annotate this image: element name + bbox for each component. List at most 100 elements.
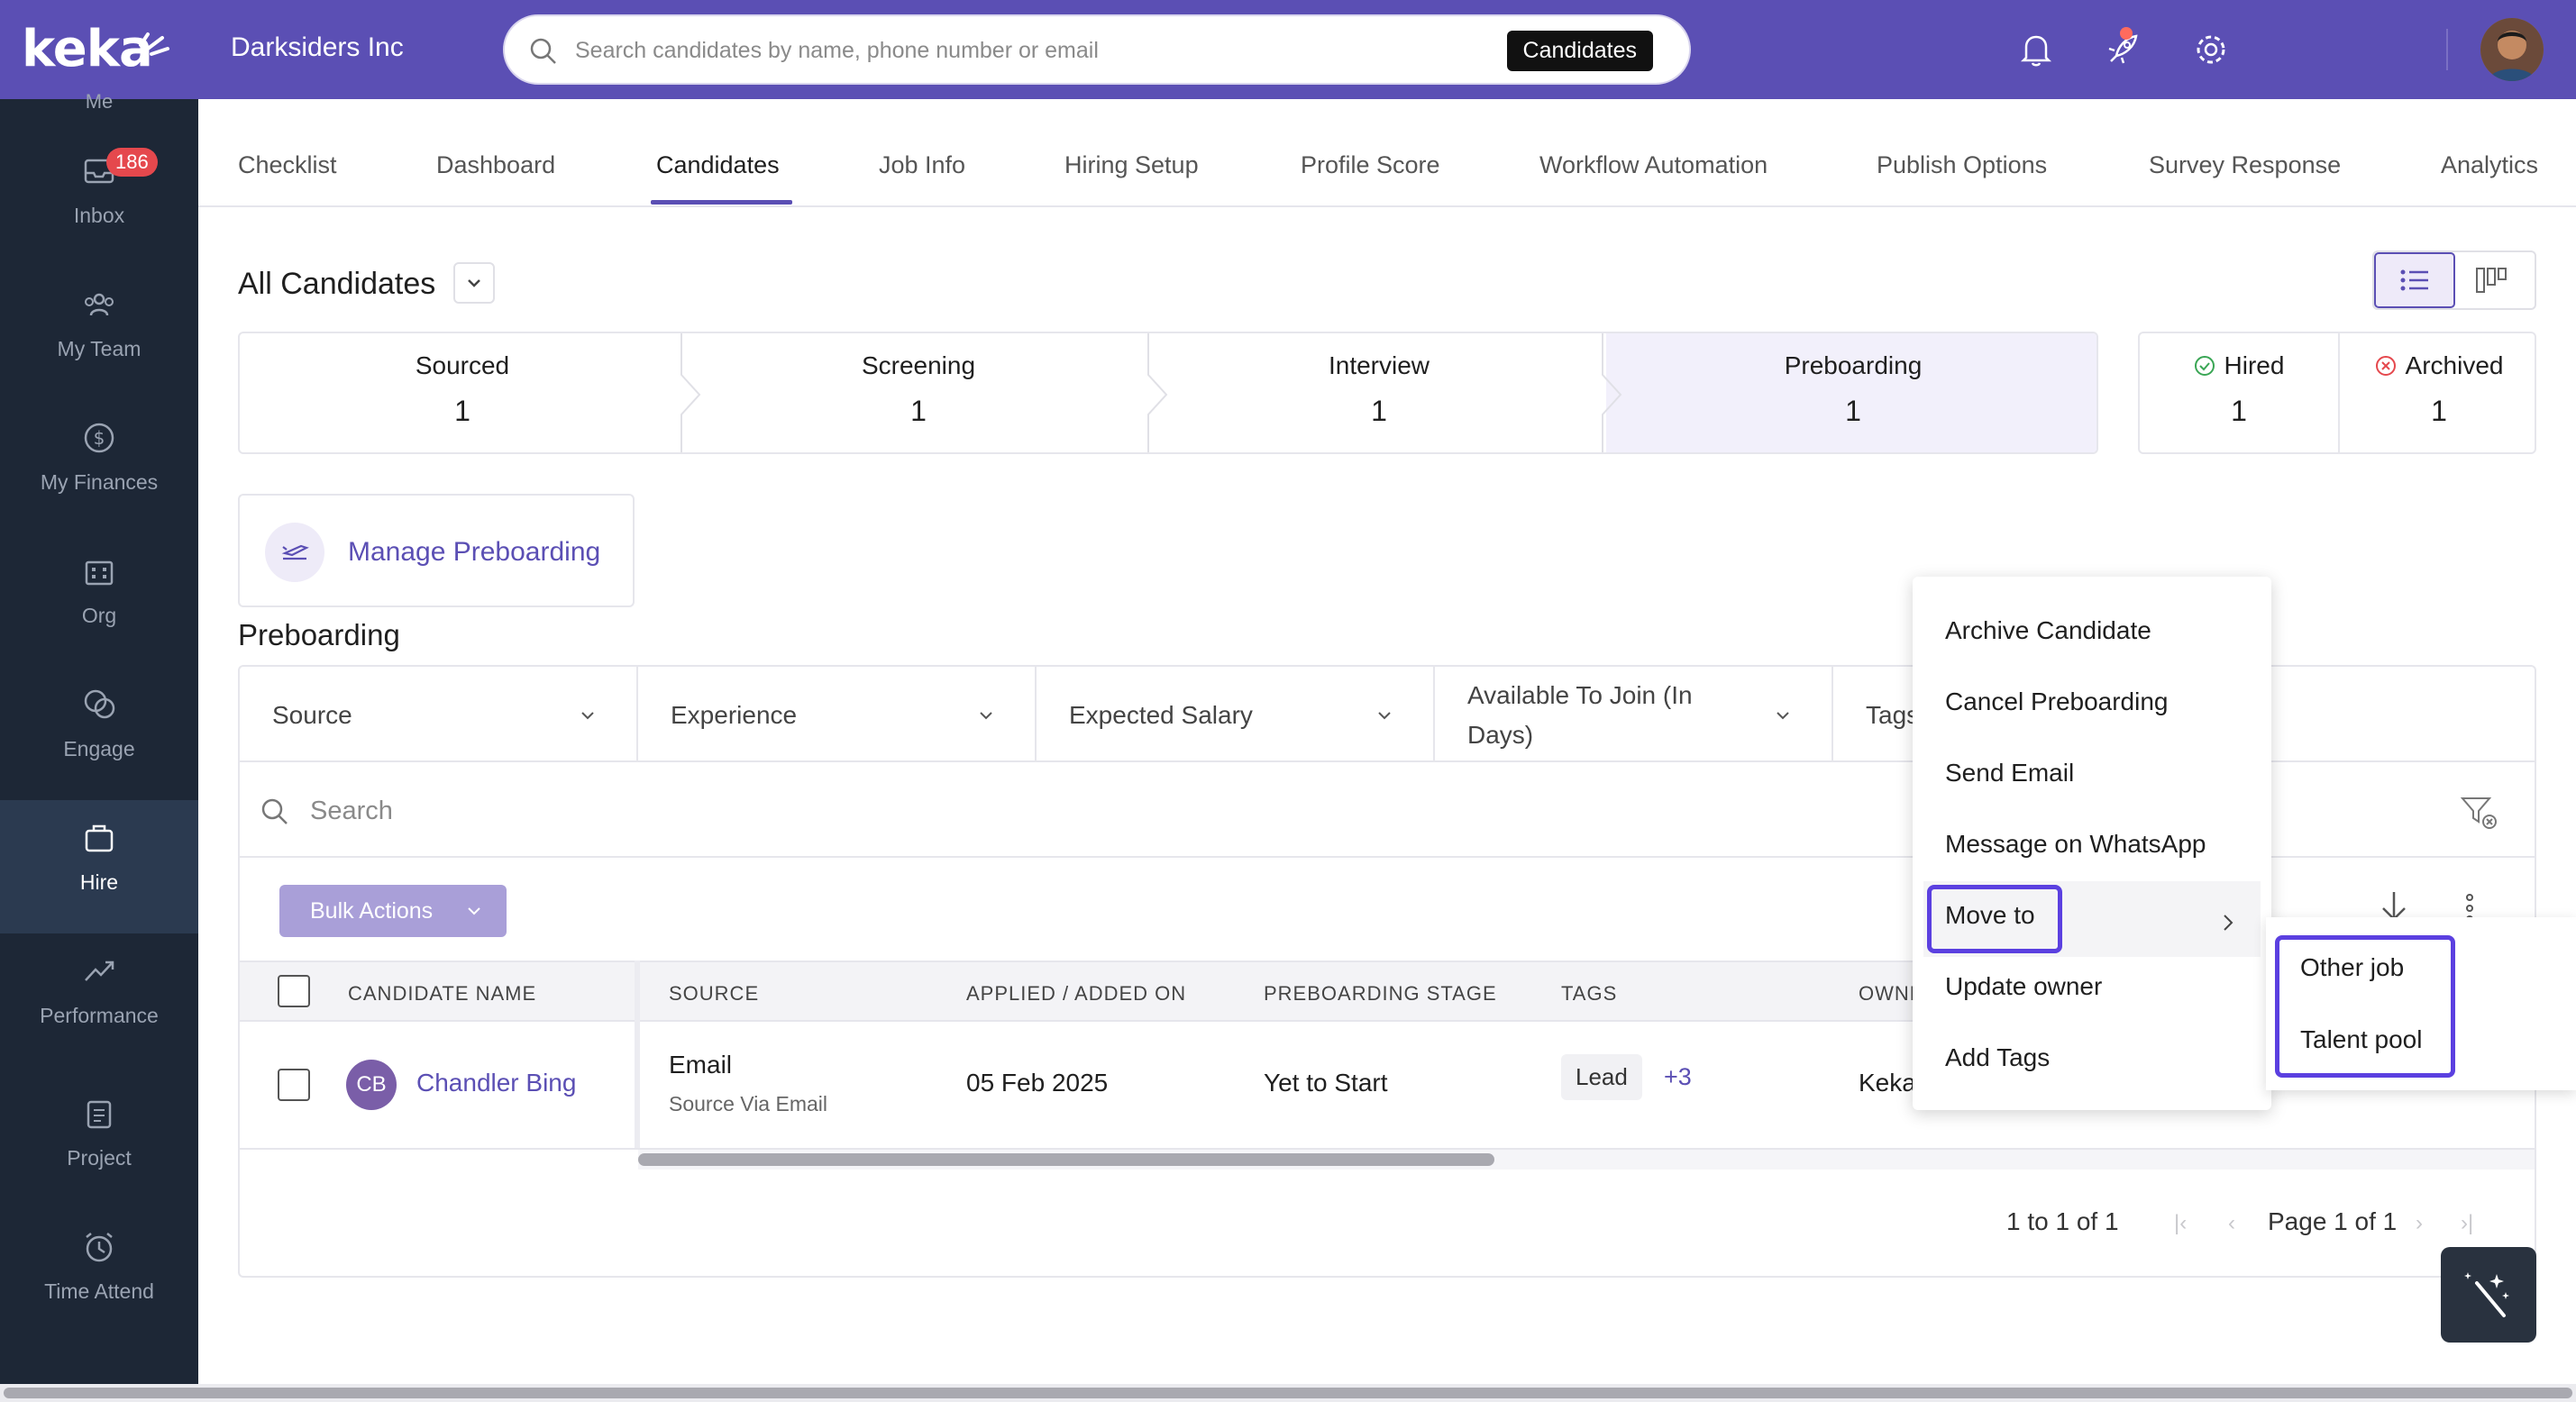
filter-clear-icon[interactable] <box>2459 795 2498 831</box>
sidebar-item-label: Time Attend <box>44 1279 154 1303</box>
filter-source[interactable]: Source <box>240 667 638 762</box>
stat-hired-label: Hired <box>2140 351 2338 380</box>
table-search[interactable]: Search <box>240 762 2535 858</box>
sidebar-item-hire[interactable]: Hire <box>0 800 198 933</box>
tag-chip: Lead <box>1561 1054 1642 1100</box>
filter-tags[interactable]: Tags <box>1833 667 2535 762</box>
stat-archived[interactable]: Archived 1 <box>2340 333 2538 452</box>
applied-date: 05 Feb 2025 <box>966 1069 1109 1097</box>
menu-item-message-whatsapp[interactable]: Message on WhatsApp <box>1945 830 2206 858</box>
stage-count: 1 <box>1845 395 1861 427</box>
global-search[interactable]: Search candidates by name, phone number … <box>503 14 1691 85</box>
submenu-item-other-job[interactable]: Other job <box>2300 953 2405 981</box>
filter-available-to-join[interactable]: Available To Join (In Days) <box>1435 667 1833 762</box>
table-horizontal-scrollbar[interactable] <box>638 1150 2535 1170</box>
bell-icon[interactable] <box>2015 29 2057 70</box>
menu-item-send-email[interactable]: Send Email <box>1945 759 2075 787</box>
view-dropdown-button[interactable] <box>453 262 495 304</box>
table-search-input[interactable]: Search <box>310 797 393 825</box>
more-tags-link[interactable]: +3 <box>1664 1063 1692 1090</box>
menu-item-archive-candidate[interactable]: Archive Candidate <box>1945 616 2151 644</box>
bulk-actions-button[interactable]: Bulk Actions <box>279 885 507 937</box>
tab-checklist[interactable]: Checklist <box>238 151 337 178</box>
keka-logo[interactable]: keka <box>22 20 153 78</box>
column-header[interactable]: APPLIED / ADDED ON <box>966 982 1187 1005</box>
search-scope-button[interactable]: Candidates <box>1506 31 1653 71</box>
search-icon <box>261 798 288 824</box>
row-checkbox[interactable] <box>278 1069 310 1101</box>
tab-survey-response[interactable]: Survey Response <box>2149 151 2342 178</box>
manage-preboarding-button[interactable]: Manage Preboarding <box>238 494 635 607</box>
org-name[interactable]: Darksiders Inc <box>231 32 404 62</box>
prev-page-icon[interactable]: ‹ <box>2228 1211 2235 1235</box>
filter-label: Experience <box>671 701 798 729</box>
board-view-icon[interactable] <box>2473 265 2509 297</box>
tab-hiring-setup[interactable]: Hiring Setup <box>1064 151 1199 178</box>
sidebar-item-my-finances[interactable]: $ My Finances <box>0 400 198 533</box>
move-to-submenu <box>2266 917 2576 1090</box>
next-page-icon[interactable]: › <box>2416 1211 2423 1235</box>
submenu-highlight <box>2275 935 2455 1078</box>
menu-item-update-owner[interactable]: Update owner <box>1945 972 2103 1000</box>
tab-job-info[interactable]: Job Info <box>879 151 966 178</box>
stage-interview[interactable]: Interview 1 <box>1152 333 1606 452</box>
sidebar-item-me[interactable]: Me <box>85 90 114 113</box>
tab-candidates[interactable]: Candidates <box>656 151 780 178</box>
stat-hired[interactable]: Hired 1 <box>2140 333 2338 452</box>
stage-count: 1 <box>454 395 470 427</box>
tab-publish-options[interactable]: Publish Options <box>1877 151 2048 178</box>
sidebar-item-project[interactable]: Project <box>0 1076 198 1209</box>
column-header[interactable]: CANDIDATE NAME <box>348 982 537 1005</box>
column-header[interactable]: TAGS <box>1561 982 1618 1005</box>
sidebar-item-org[interactable]: Org <box>0 533 198 667</box>
column-header[interactable]: PREBOARDING STAGE <box>1264 982 1497 1005</box>
select-all-checkbox[interactable] <box>278 975 310 1007</box>
list-view-button[interactable] <box>2374 252 2455 308</box>
scrollbar-thumb[interactable] <box>4 1388 2572 1398</box>
stage-screening[interactable]: Screening 1 <box>685 333 1152 452</box>
preboarding-icon <box>265 523 324 582</box>
tab-workflow-automation[interactable]: Workflow Automation <box>1539 151 1768 178</box>
menu-item-add-tags[interactable]: Add Tags <box>1945 1043 2051 1071</box>
tab-profile-score[interactable]: Profile Score <box>1301 151 1440 178</box>
pagination-range: 1 to 1 of 1 <box>2006 1207 2119 1235</box>
stat-count: 1 <box>2231 395 2247 427</box>
sidebar: keka Me Inbox 186 My Team $ My Finances … <box>0 0 198 1402</box>
stage-preboarding[interactable]: Preboarding 1 <box>1606 333 2096 452</box>
owner-value: Keka <box>1859 1069 1916 1097</box>
engage-icon <box>84 689 115 719</box>
sidebar-item-my-team[interactable]: My Team <box>0 267 198 400</box>
outcome-stats: Hired 1 Archived 1 <box>2138 332 2536 454</box>
stage-sourced[interactable]: Sourced 1 <box>240 333 685 452</box>
stage-count: 1 <box>910 395 927 427</box>
search-input[interactable]: Search candidates by name, phone number … <box>575 38 1099 63</box>
sidebar-item-engage[interactable]: Engage <box>0 667 198 800</box>
source-value: Email <box>669 1051 733 1079</box>
tab-analytics[interactable]: Analytics <box>2441 151 2539 178</box>
user-avatar[interactable] <box>2480 18 2544 81</box>
candidate-name-link[interactable]: Chandler Bing <box>416 1069 577 1097</box>
ai-assist-button[interactable] <box>2441 1247 2536 1343</box>
source-subtext: Source Via Email <box>669 1092 827 1115</box>
filter-expected-salary[interactable]: Expected Salary <box>1037 667 1435 762</box>
filter-label: Source <box>272 701 352 729</box>
page-horizontal-scrollbar[interactable] <box>0 1384 2576 1402</box>
scrollbar-thumb[interactable] <box>638 1153 1494 1166</box>
pagination: 1 to 1 of 1 |‹ ‹ Page 1 of 1 › ›| <box>240 1204 2535 1258</box>
performance-icon <box>85 960 114 981</box>
submenu-item-talent-pool[interactable]: Talent pool <box>2300 1025 2423 1053</box>
menu-item-move-to[interactable] <box>1923 881 2261 957</box>
menu-item-cancel-preboarding[interactable]: Cancel Preboarding <box>1945 687 2169 715</box>
last-page-icon[interactable]: ›| <box>2461 1211 2474 1235</box>
tab-dashboard[interactable]: Dashboard <box>436 151 556 178</box>
rocket-icon[interactable] <box>2102 29 2143 70</box>
sidebar-item-time-attend[interactable]: Time Attend <box>0 1209 198 1343</box>
first-page-icon[interactable]: |‹ <box>2174 1211 2188 1235</box>
column-header[interactable]: SOURCE <box>669 982 760 1005</box>
table-row[interactable]: CB Chandler Bing Email Source Via Email … <box>240 1022 2535 1150</box>
column-header[interactable]: OWNE <box>1859 982 1924 1005</box>
sidebar-item-inbox[interactable]: Inbox <box>0 133 198 267</box>
gear-icon[interactable] <box>2190 29 2232 70</box>
filter-experience[interactable]: Experience <box>638 667 1037 762</box>
sidebar-item-performance[interactable]: Performance <box>0 933 198 1067</box>
